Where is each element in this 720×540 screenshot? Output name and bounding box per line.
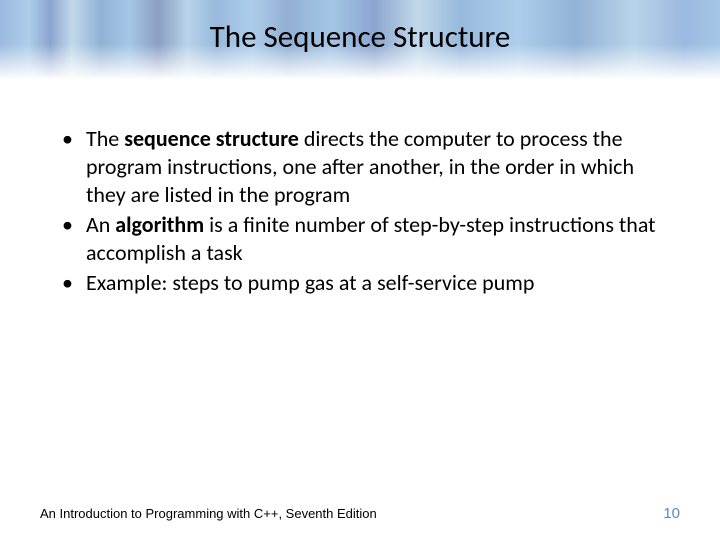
bullet-item: • The sequence structure directs the com… <box>62 125 660 209</box>
bullet-text: An algorithm is a finite number of step-… <box>86 211 660 267</box>
slide-title: The Sequence Structure <box>0 18 720 56</box>
footer-text: An Introduction to Programming with C++,… <box>40 506 377 521</box>
bullet-text: The sequence structure directs the compu… <box>86 125 660 209</box>
slide-footer: An Introduction to Programming with C++,… <box>40 505 680 522</box>
bullet-marker: • <box>62 125 86 153</box>
bullet-marker: • <box>62 211 86 239</box>
bullet-marker: • <box>62 269 86 297</box>
page-number: 10 <box>663 505 680 522</box>
bullet-item: • An algorithm is a finite number of ste… <box>62 211 660 267</box>
bullet-text: Example: steps to pump gas at a self-ser… <box>86 269 660 297</box>
slide-content: • The sequence structure directs the com… <box>62 125 660 299</box>
bullet-item: • Example: steps to pump gas at a self-s… <box>62 269 660 297</box>
